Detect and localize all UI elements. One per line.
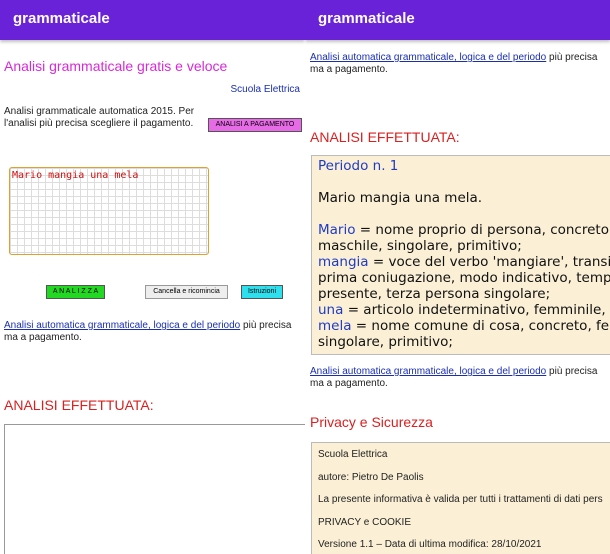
text-input[interactable]: Mario mangia una mela: [9, 167, 209, 255]
entry-line: presente, terza persona singolare;: [318, 286, 610, 302]
entry-text: singolare, primitivo;: [318, 334, 453, 350]
promo-text: più precisa ma a pagamento.: [310, 52, 598, 75]
entry-line: Mario = nome proprio di persona, concret…: [318, 222, 610, 238]
entry-word: una: [318, 302, 344, 318]
app-bar: grammaticale: [0, 0, 305, 40]
promo-text: più precisa ma a pagamento.: [4, 320, 292, 343]
app-title: grammaticale: [318, 10, 415, 27]
privacy-box: Scuola Elettrica autore: Pietro De Paolis…: [311, 442, 610, 554]
sentence: Mario mangia una mela.: [318, 190, 483, 206]
entry-line: maschile, singolare, primitivo;: [318, 238, 610, 254]
help-button[interactable]: Istruzioni: [241, 285, 283, 299]
heading: Analisi grammaticale gratis e veloce: [4, 58, 228, 74]
promo: Analisi automatica grammaticale, logica …: [310, 52, 608, 76]
entry-line: singolare, primitivo;: [318, 334, 610, 350]
privacy-line: Scuola Elettrica: [318, 449, 388, 460]
app-bar: grammaticale: [305, 0, 610, 40]
entry-word: Mario: [318, 222, 356, 238]
entry-text: = articolo indeterminativo, femminile, s…: [347, 302, 610, 318]
entry-text: = nome comune di cosa, concreto, femmini: [355, 318, 610, 334]
entry-text: = voce del verbo 'mangiare', transitivo,…: [372, 254, 610, 270]
intro: Analisi grammaticale automatica 2015. Pe…: [4, 106, 195, 129]
paid-button[interactable]: ANALISI A PAGAMENTO: [208, 118, 302, 132]
privacy-line: La presente informativa è valida per tut…: [318, 494, 603, 505]
analysis-box: Periodo n. 1 Mario mangia una mela. Mari…: [311, 155, 610, 355]
input-text: Mario mangia una mela: [12, 170, 139, 181]
analysis-content: Periodo n. 1 Mario mangia una mela. Mari…: [318, 158, 610, 350]
entry-text: = nome proprio di persona, concreto,: [359, 222, 610, 238]
promo-link[interactable]: Analisi automatica grammaticale, logica …: [310, 366, 547, 377]
entry-word: mela: [318, 318, 352, 334]
entries: Mario = nome proprio di persona, concret…: [318, 222, 610, 350]
app-title: grammaticale: [13, 10, 110, 27]
entry-line: prima coniugazione, modo indicativo, tem…: [318, 270, 610, 286]
promo-link[interactable]: Analisi automatica grammaticale, logica …: [4, 320, 241, 331]
promo: Analisi automatica grammaticale, logica …: [310, 366, 608, 390]
entry-text: prima coniugazione, modo indicativo, tem…: [318, 270, 610, 286]
reset-button[interactable]: Cancella e ricomincia: [145, 285, 228, 299]
privacy-line: PRIVACY e COOKIE: [318, 516, 411, 528]
privacy-heading: Privacy e Sicurezza: [310, 414, 433, 430]
entry-word: mangia: [318, 254, 369, 270]
result-heading: ANALISI EFFETTUATA:: [310, 129, 460, 145]
period-label: Periodo n. 1: [318, 158, 399, 174]
entry-text: maschile, singolare, primitivo;: [318, 238, 522, 254]
entry-line: una = articolo indeterminativo, femminil…: [318, 302, 610, 318]
entry-line: mela = nome comune di cosa, concreto, fe…: [318, 318, 610, 334]
result-box: [4, 424, 305, 554]
analyze-button[interactable]: A N A L I Z Z A: [46, 285, 105, 299]
entry-line: mangia = voce del verbo 'mangiare', tran…: [318, 254, 610, 270]
result-heading: ANALISI EFFETTUATA:: [4, 397, 154, 413]
promo: Analisi automatica grammaticale, logica …: [4, 320, 302, 344]
site-link[interactable]: Scuola Elettrica: [230, 84, 300, 95]
privacy-line: Versione 1.1 – Data di ultima modifica: …: [318, 539, 542, 550]
privacy-line: autore: Pietro De Paolis: [318, 471, 424, 483]
entry-text: presente, terza persona singolare;: [318, 286, 551, 302]
left-screen: grammaticale Analisi grammaticale gratis…: [0, 0, 305, 554]
right-screen: grammaticale Analisi automatica grammati…: [305, 0, 610, 554]
promo-text: più precisa ma a pagamento.: [310, 366, 598, 389]
promo-link[interactable]: Analisi automatica grammaticale, logica …: [310, 52, 547, 63]
